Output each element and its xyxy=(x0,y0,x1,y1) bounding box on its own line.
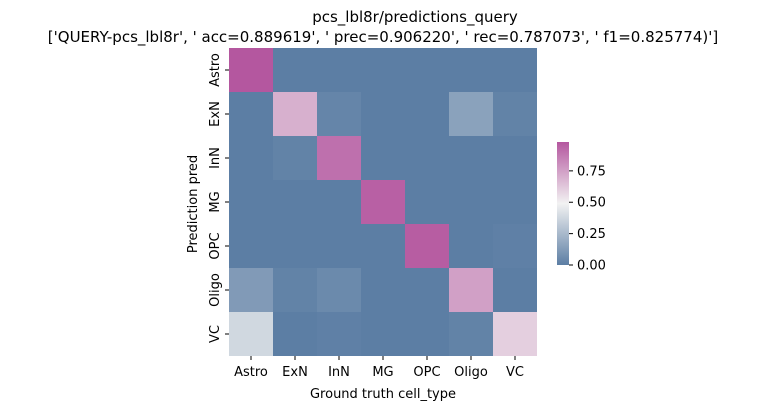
x-tick-label: OPC xyxy=(413,365,440,380)
x-tick-label: MG xyxy=(372,365,393,380)
heatmap-cell xyxy=(317,48,361,92)
x-tick-label: InN xyxy=(328,365,350,380)
heatmap-cell xyxy=(405,136,449,180)
heatmap-cell xyxy=(361,312,405,356)
heatmap-cell xyxy=(449,312,493,356)
x-tick-label: ExN xyxy=(282,365,308,380)
heatmap-cell xyxy=(273,48,317,92)
heatmap-cell xyxy=(449,268,493,312)
y-tick-label: OPC xyxy=(208,232,223,259)
heatmap-cell xyxy=(361,92,405,136)
heatmap-cell xyxy=(273,268,317,312)
x-tick-label: Astro xyxy=(234,365,268,380)
heatmap-cell xyxy=(273,312,317,356)
heatmap-cell xyxy=(317,92,361,136)
x-tick-label: VC xyxy=(506,365,524,380)
heatmap-cell xyxy=(493,92,537,136)
heatmap-cell xyxy=(405,224,449,268)
colorbar-tick-label: 0.50 xyxy=(577,196,606,211)
heatmap-cell xyxy=(405,92,449,136)
colorbar-ticks: 0.00 0.25 0.50 0.75 xyxy=(569,164,606,274)
heatmap-cell xyxy=(229,136,273,180)
heatmap-cell xyxy=(493,312,537,356)
x-tick-labels: Astro ExN InN MG OPC Oligo VC xyxy=(234,356,524,380)
chart-subtitle: ['QUERY-pcs_lbl8r', ' acc=0.889619', ' p… xyxy=(48,28,718,47)
colorbar-tick-label: 0.75 xyxy=(577,164,606,179)
heatmap-cell xyxy=(449,48,493,92)
heatmap-cell xyxy=(361,136,405,180)
heatmap-cell xyxy=(229,180,273,224)
x-axis-label: Ground truth cell_type xyxy=(310,387,456,402)
heatmap-cell xyxy=(317,180,361,224)
heatmap-cell xyxy=(493,180,537,224)
heatmap-cell xyxy=(405,268,449,312)
heatmap-cell xyxy=(493,136,537,180)
heatmap-cell xyxy=(361,224,405,268)
heatmap-cell xyxy=(405,48,449,92)
heatmap-cells xyxy=(229,48,537,356)
heatmap-cell xyxy=(273,224,317,268)
heatmap-cell xyxy=(405,180,449,224)
heatmap-cell xyxy=(229,312,273,356)
y-tick-label: InN xyxy=(208,147,223,169)
heatmap-cell xyxy=(493,268,537,312)
heatmap-cell xyxy=(405,312,449,356)
heatmap-cell xyxy=(317,224,361,268)
heatmap-cell xyxy=(273,92,317,136)
heatmap-cell xyxy=(229,92,273,136)
heatmap-cell xyxy=(229,224,273,268)
heatmap-cell xyxy=(449,180,493,224)
heatmap-cell xyxy=(317,136,361,180)
y-tick-label: Oligo xyxy=(208,273,223,307)
heatmap-cell xyxy=(361,268,405,312)
heatmap-cell xyxy=(449,136,493,180)
y-tick-label: ExN xyxy=(208,101,223,127)
y-axis-label: Prediction pred xyxy=(186,155,201,253)
chart-title: pcs_lbl8r/predictions_query xyxy=(312,8,518,27)
heatmap-cell xyxy=(493,48,537,92)
heatmap-cell xyxy=(449,224,493,268)
colorbar-tick-label: 0.25 xyxy=(577,227,606,242)
colorbar xyxy=(557,142,569,265)
heatmap-cell xyxy=(229,48,273,92)
colorbar-tick-label: 0.00 xyxy=(577,259,606,274)
heatmap-cell xyxy=(273,180,317,224)
y-tick-label: VC xyxy=(208,325,223,343)
heatmap-cell xyxy=(449,92,493,136)
y-tick-label: Astro xyxy=(208,53,223,87)
heatmap-cell xyxy=(361,180,405,224)
heatmap-cell xyxy=(317,268,361,312)
y-tick-labels: Astro ExN InN MG OPC Oligo VC xyxy=(208,53,229,343)
x-tick-label: Oligo xyxy=(454,365,488,380)
heatmap-cell xyxy=(361,48,405,92)
heatmap-cell xyxy=(317,312,361,356)
heatmap-cell xyxy=(229,268,273,312)
y-tick-label: MG xyxy=(208,191,223,212)
heatmap-cell xyxy=(273,136,317,180)
heatmap-cell xyxy=(493,224,537,268)
